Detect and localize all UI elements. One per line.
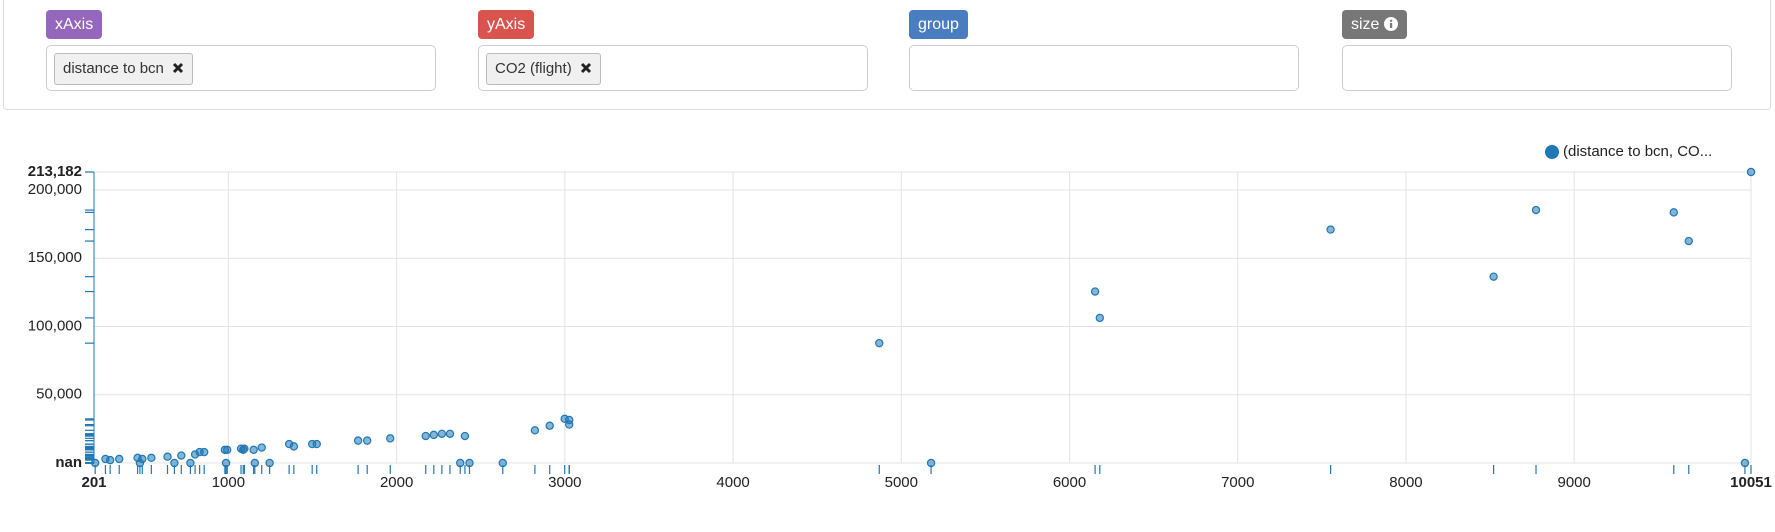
- chip-text: CO2 (flight): [495, 60, 572, 77]
- x-tick-label: 10051: [1730, 474, 1772, 491]
- point: [1531, 205, 1541, 215]
- x-tick-label: 2000: [380, 474, 413, 491]
- point: [190, 450, 200, 459]
- point: [220, 445, 230, 455]
- x-tick-label: 3000: [548, 474, 581, 491]
- point: [460, 431, 470, 441]
- y-tick-label: nan: [55, 454, 82, 471]
- size-label: size: [1342, 10, 1407, 39]
- remove-icon[interactable]: [172, 62, 184, 74]
- point: [284, 439, 294, 449]
- point: [177, 451, 186, 460]
- point: [498, 458, 507, 468]
- y-axis-control: yAxis CO2 (flight): [478, 10, 868, 91]
- group-select[interactable]: [909, 45, 1299, 91]
- point: [1669, 208, 1678, 217]
- point: [239, 445, 248, 455]
- point: [307, 439, 317, 449]
- legend-label: (distance to bcn, CO...: [1563, 143, 1712, 160]
- point: [90, 458, 100, 468]
- x-tick-label: 7000: [1221, 474, 1254, 491]
- chip[interactable]: distance to bcn: [54, 53, 193, 85]
- x-axis-control: xAxis distance to bcn: [46, 10, 436, 91]
- group-control: group: [909, 10, 1299, 91]
- point: [163, 452, 172, 461]
- size-select[interactable]: [1342, 45, 1732, 91]
- x-axis-label: xAxis: [46, 10, 103, 39]
- point: [530, 426, 540, 435]
- point: [265, 458, 274, 468]
- point: [875, 338, 884, 348]
- point: [186, 458, 195, 468]
- point: [565, 420, 574, 429]
- point: [545, 421, 554, 430]
- y-tick-label: 200,000: [28, 181, 82, 198]
- y-tick-label: 100,000: [28, 317, 82, 334]
- point: [445, 429, 455, 438]
- point: [147, 453, 156, 463]
- y-tick-label: 213,182: [28, 163, 82, 180]
- x-tick-label: 5000: [885, 474, 918, 491]
- point: [353, 436, 363, 445]
- point: [421, 431, 430, 441]
- point: [135, 458, 145, 468]
- chip-text: distance to bcn: [63, 60, 164, 77]
- point: [429, 430, 439, 440]
- x-tick-label: 6000: [1053, 474, 1086, 491]
- x-tick-label: 8000: [1389, 474, 1422, 491]
- point: [386, 434, 395, 443]
- y-axis-label: yAxis: [478, 10, 535, 39]
- point: [926, 458, 936, 468]
- x-tick-label: 201: [81, 474, 106, 491]
- point: [250, 458, 260, 468]
- point: [1746, 167, 1756, 177]
- point: [115, 454, 124, 464]
- chip[interactable]: CO2 (flight): [486, 53, 601, 85]
- point: [1095, 313, 1105, 323]
- y-tick-label: 50,000: [36, 386, 82, 403]
- size-control: size: [1342, 10, 1732, 91]
- point: [362, 436, 372, 445]
- point: [1489, 272, 1498, 281]
- x-axis-select[interactable]: distance to bcn: [46, 45, 436, 91]
- point: [1684, 236, 1693, 246]
- remove-icon[interactable]: [580, 62, 592, 74]
- point: [1326, 225, 1335, 234]
- y-axis-select[interactable]: CO2 (flight): [478, 45, 868, 91]
- legend-marker: [1545, 145, 1559, 159]
- x-tick-label: 9000: [1558, 474, 1591, 491]
- y-tick-label: 150,000: [28, 249, 82, 266]
- point: [221, 458, 231, 468]
- point: [257, 443, 266, 452]
- point: [101, 454, 110, 464]
- x-tick-label: 4000: [716, 474, 749, 491]
- point: [465, 458, 474, 468]
- point: [170, 458, 179, 468]
- point: [1740, 458, 1750, 468]
- control-panel: xAxis distance to bcn yAxis CO2 (flight)…: [3, 0, 1771, 110]
- point: [249, 445, 258, 455]
- info-icon[interactable]: [1383, 17, 1398, 31]
- group-label: group: [909, 10, 968, 39]
- point: [1090, 287, 1100, 296]
- x-tick-label: 1000: [212, 474, 245, 491]
- size-text: size: [1351, 16, 1380, 33]
- point: [456, 458, 465, 468]
- point: [437, 429, 447, 438]
